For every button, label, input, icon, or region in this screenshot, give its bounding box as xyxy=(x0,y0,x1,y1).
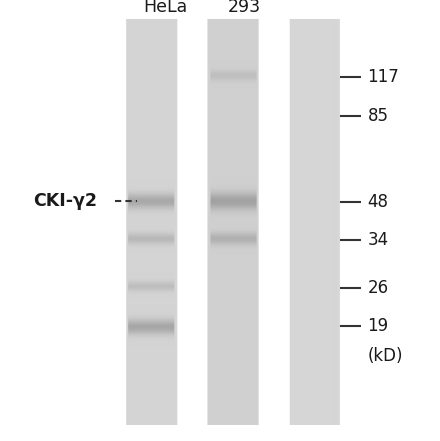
Text: 293: 293 xyxy=(227,0,261,16)
Text: 26: 26 xyxy=(367,279,389,297)
Text: HeLa: HeLa xyxy=(143,0,187,16)
Text: 48: 48 xyxy=(367,193,389,211)
Text: 85: 85 xyxy=(367,107,389,125)
Text: 19: 19 xyxy=(367,318,389,335)
Text: (kD): (kD) xyxy=(367,348,403,365)
Text: 34: 34 xyxy=(367,232,389,249)
Text: 117: 117 xyxy=(367,68,399,86)
Text: CKI-γ2: CKI-γ2 xyxy=(33,192,97,209)
